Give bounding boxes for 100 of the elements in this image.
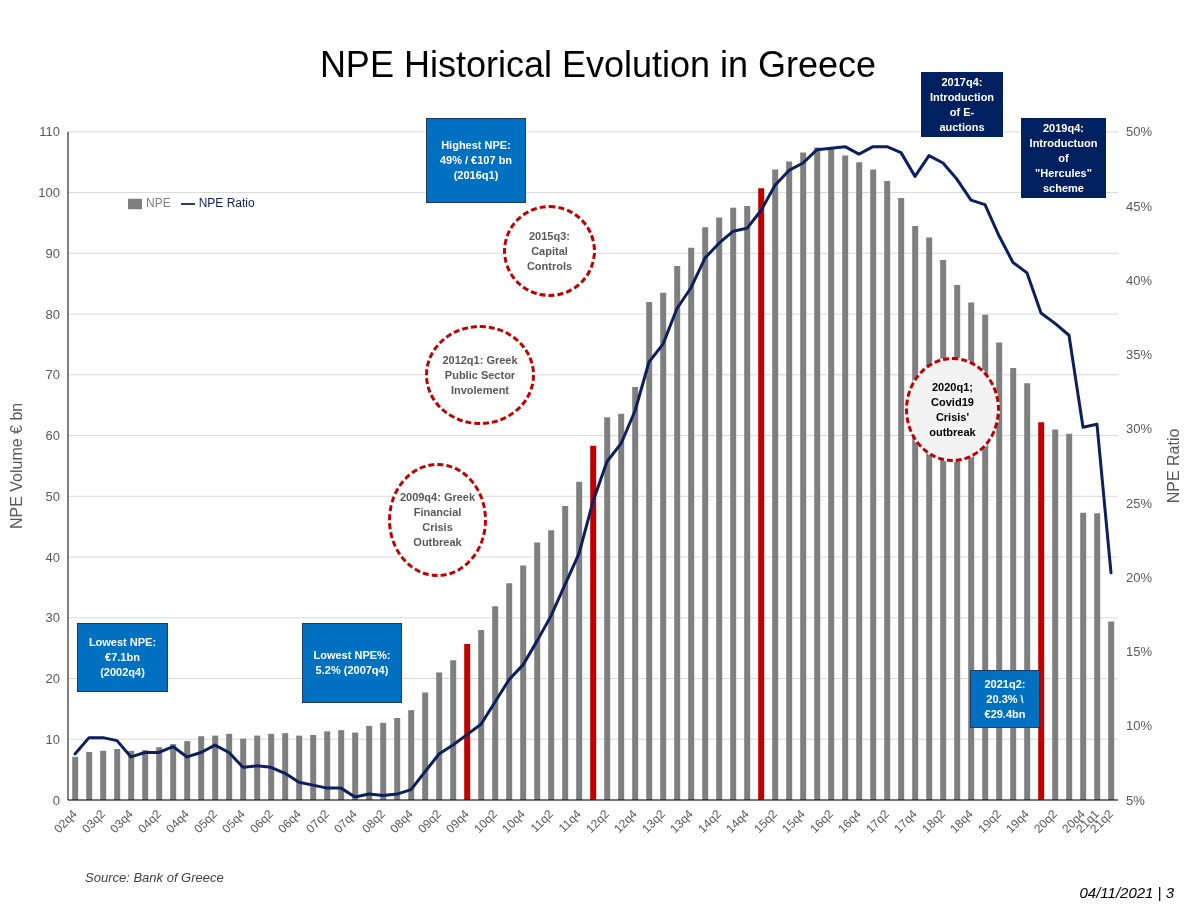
bar xyxy=(660,292,667,800)
y2-tick-label: 10% xyxy=(1126,718,1153,734)
y2-tick-label: 20% xyxy=(1126,569,1153,585)
y2-axis-title: NPE Ratio xyxy=(1164,428,1182,504)
bar xyxy=(422,692,429,800)
dashed-circle-callout: 2012q1: Greek Public Sector Involement xyxy=(425,325,535,425)
bar xyxy=(688,247,695,800)
callout-box: Lowest NPE%: 5.2% (2007q4) xyxy=(302,623,402,703)
bar xyxy=(1038,422,1045,800)
bar xyxy=(506,583,513,800)
bar xyxy=(632,386,639,800)
bar xyxy=(870,169,877,800)
bar xyxy=(142,750,149,800)
y-tick-label: 30 xyxy=(45,610,60,626)
callout-box: 2017q4: Introduction of E-auctions xyxy=(921,72,1003,137)
legend-label: NPE Ratio xyxy=(198,196,255,210)
bar xyxy=(296,735,303,800)
y2-tick-label: 5% xyxy=(1126,792,1146,808)
callout-box: Highest NPE: 49% / €107 bn (2016q1) xyxy=(426,118,526,203)
bar xyxy=(534,542,541,800)
bar xyxy=(156,747,163,800)
bar xyxy=(282,733,289,800)
dashed-circle-callout: 2015q3: Capital Controls xyxy=(503,205,596,297)
y2-tick-label: 30% xyxy=(1126,421,1153,437)
bar xyxy=(800,152,807,800)
y-tick-label: 80 xyxy=(45,306,60,322)
bar xyxy=(730,207,737,800)
bar xyxy=(254,735,261,800)
y-tick-label: 20 xyxy=(45,671,60,687)
bar xyxy=(590,445,597,800)
y2-tick-label: 50% xyxy=(1126,124,1153,140)
bar xyxy=(1094,513,1101,800)
bar xyxy=(702,227,709,800)
bar xyxy=(520,565,527,800)
y-tick-label: 50 xyxy=(45,488,60,504)
y-axis-title: NPE Volume € bn xyxy=(7,402,25,530)
y2-tick-label: 40% xyxy=(1126,272,1153,288)
bar xyxy=(268,733,275,800)
callout-box: 2019q4: Introductuon of "Hercules" scheme xyxy=(1021,118,1106,198)
bar xyxy=(744,205,751,800)
bar xyxy=(492,606,499,800)
bar xyxy=(380,722,387,800)
y-tick-label: 10 xyxy=(45,731,60,747)
y2-tick-label: 15% xyxy=(1126,644,1153,660)
bar xyxy=(772,169,779,800)
bar xyxy=(310,735,317,800)
bar xyxy=(548,530,555,800)
bar xyxy=(464,643,471,800)
y-tick-label: 60 xyxy=(45,428,60,444)
bar xyxy=(86,752,93,800)
bar xyxy=(324,731,331,800)
y-tick-label: 90 xyxy=(45,245,60,261)
y2-tick-label: 45% xyxy=(1126,198,1153,214)
bar xyxy=(184,741,191,800)
text: 04/11/2021 | 3 xyxy=(1079,884,1174,901)
y2-tick-label: 35% xyxy=(1126,347,1153,363)
bar xyxy=(898,198,905,800)
bar xyxy=(674,266,681,800)
bar xyxy=(352,732,359,800)
y-tick-label: 110 xyxy=(39,124,60,140)
bar xyxy=(814,147,821,800)
y2-tick-label: 25% xyxy=(1126,495,1153,511)
bar xyxy=(1066,433,1073,800)
bar xyxy=(394,718,401,800)
bar xyxy=(436,672,443,800)
callout-box: Lowest NPE: €7.1bn (2002q4) xyxy=(77,623,168,692)
legend-label: NPE xyxy=(146,196,171,210)
bar xyxy=(408,710,415,800)
bar xyxy=(100,750,107,800)
bar xyxy=(646,301,653,800)
bar xyxy=(128,750,135,800)
dashed-circle-callout: 2009q4: Greek Financial Crisis Outbreak xyxy=(388,463,487,577)
bar xyxy=(786,161,793,800)
bar xyxy=(212,735,219,800)
dashed-circle-callout: 2020q1; Covid19 Crisis' outbreak xyxy=(905,357,1000,462)
bar xyxy=(1052,429,1059,800)
y-tick-label: 100 xyxy=(38,185,60,201)
bar xyxy=(450,660,457,800)
bar xyxy=(618,413,625,800)
bar xyxy=(240,738,247,800)
bar xyxy=(226,733,233,800)
bar xyxy=(170,744,177,800)
bar xyxy=(338,730,345,800)
bar xyxy=(366,725,373,800)
bar xyxy=(1108,621,1115,800)
bar xyxy=(562,506,569,800)
bar xyxy=(856,162,863,800)
bar xyxy=(758,188,765,800)
bar xyxy=(576,481,583,800)
bar xyxy=(716,217,723,800)
bar xyxy=(884,181,891,800)
y-tick-label: 70 xyxy=(45,367,60,383)
bar xyxy=(842,155,849,800)
bar xyxy=(828,147,835,800)
bar xyxy=(114,748,121,800)
bar xyxy=(478,629,485,800)
chart-title: NPE Historical Evolution in Greece xyxy=(319,44,877,85)
y-tick-label: 0 xyxy=(52,792,60,808)
bar xyxy=(604,417,611,800)
callout-box: 2021q2: 20.3% \ €29.4bn xyxy=(970,670,1040,728)
